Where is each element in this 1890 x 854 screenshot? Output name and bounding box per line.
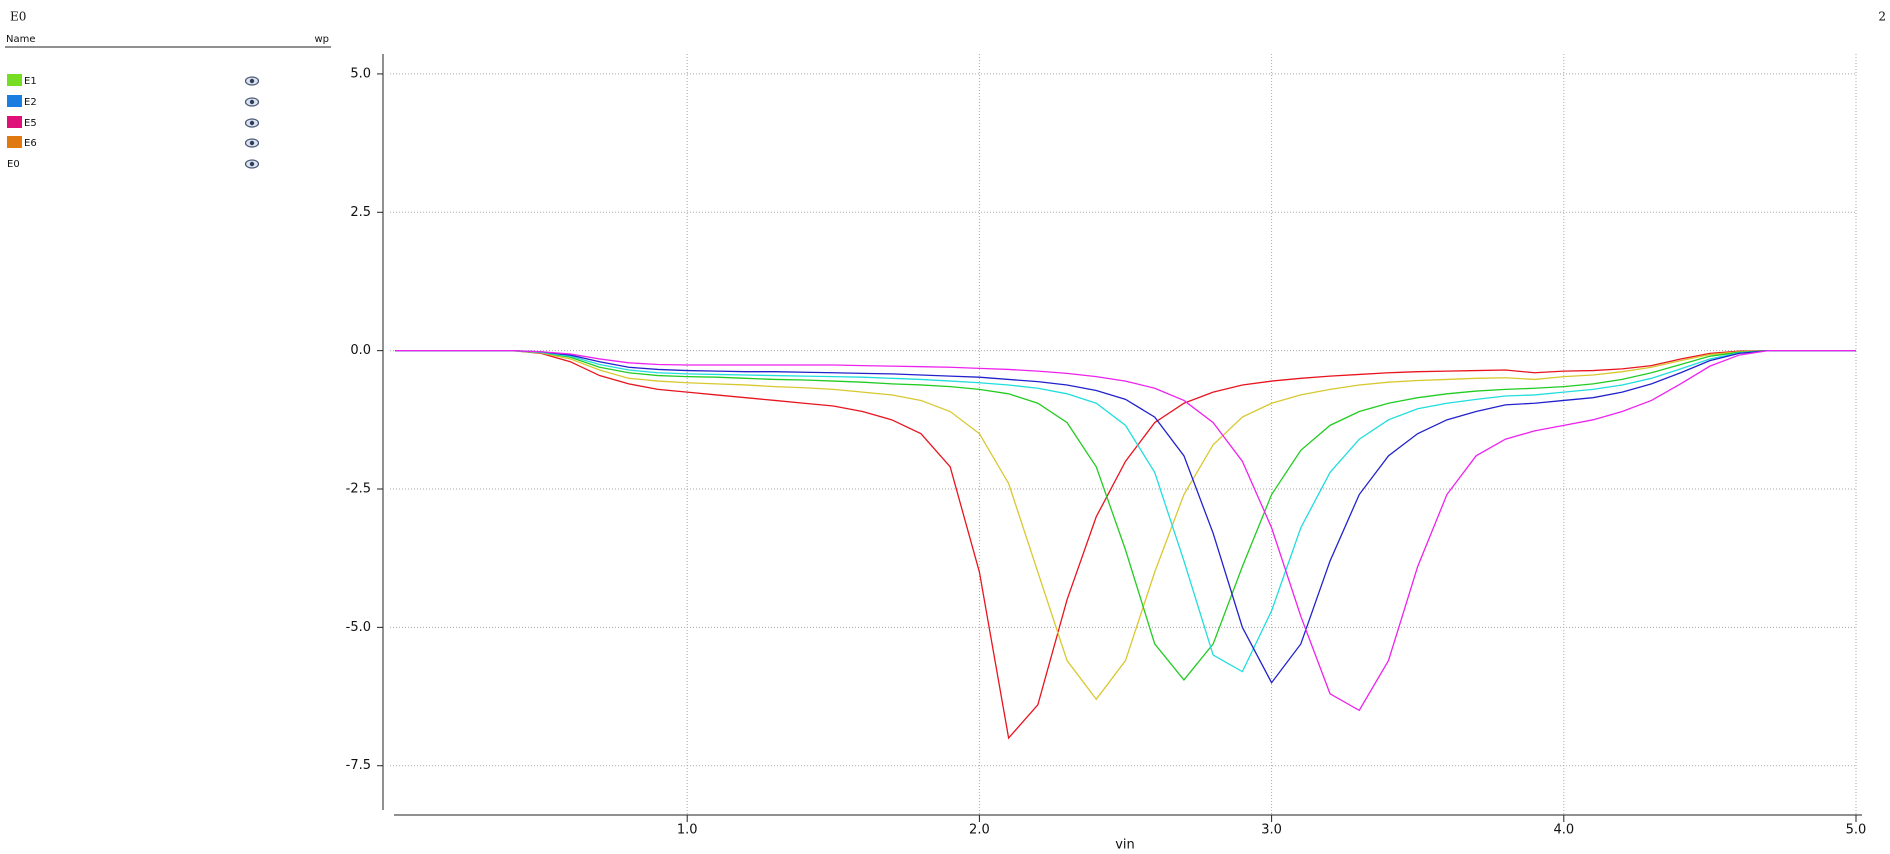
page-number: 2 — [1878, 10, 1886, 24]
visibility-toggle[interactable] — [244, 76, 260, 86]
visibility-toggle[interactable] — [244, 118, 260, 128]
x-tick-label: 1.0 — [677, 823, 698, 838]
signal-row[interactable]: E6 — [7, 136, 260, 149]
signal-name: E0 — [7, 159, 20, 170]
series-line — [395, 349, 1856, 740]
window-title: E0 — [10, 10, 26, 24]
series-line — [395, 349, 1856, 701]
eye-pupil — [249, 140, 255, 146]
x-tick-label: 5.0 — [1846, 823, 1867, 838]
signal-name: E1 — [24, 76, 37, 87]
y-tick-label: 2.5 — [350, 205, 371, 220]
series-line — [395, 349, 1856, 681]
signal-row[interactable]: E5 — [7, 116, 260, 129]
y-tick-label: 5.0 — [350, 66, 371, 81]
y-tick-label: -5.0 — [346, 620, 371, 635]
x-axis-label: vin — [1115, 838, 1135, 853]
signal-name: E6 — [24, 138, 37, 149]
signal-row[interactable]: E0 — [7, 159, 260, 170]
eye-pupil — [249, 78, 255, 84]
y-tick-label: 0.0 — [350, 343, 371, 358]
series-line — [395, 349, 1856, 684]
signal-name: E5 — [24, 118, 37, 129]
eye-pupil — [249, 120, 255, 126]
series-line — [395, 349, 1856, 712]
column-header: wp — [314, 34, 329, 45]
x-tick-label: 2.0 — [969, 823, 990, 838]
y-tick-label: -2.5 — [346, 482, 371, 497]
signal-swatch — [7, 95, 22, 107]
signal-swatch — [7, 116, 22, 128]
column-header: Name — [6, 34, 36, 45]
visibility-toggle[interactable] — [244, 159, 260, 169]
visibility-toggle[interactable] — [244, 97, 260, 107]
eye-pupil — [249, 161, 255, 167]
visibility-toggle[interactable] — [244, 138, 260, 148]
y-tick-label: -7.5 — [346, 758, 371, 773]
signal-row[interactable]: E2 — [7, 95, 260, 108]
signal-swatch — [7, 136, 22, 148]
x-tick-label: 3.0 — [1261, 823, 1282, 838]
series-line — [395, 349, 1856, 673]
signal-name: E2 — [24, 97, 37, 108]
eye-pupil — [249, 99, 255, 105]
x-tick-label: 4.0 — [1553, 823, 1574, 838]
signal-swatch — [7, 74, 22, 86]
signal-row[interactable]: E1 — [7, 74, 260, 87]
